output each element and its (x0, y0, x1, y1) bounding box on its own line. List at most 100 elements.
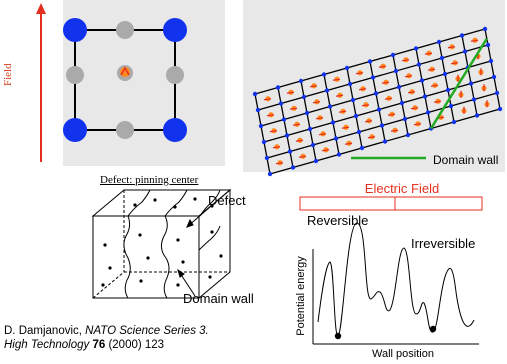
lattice-dipole-arrow (286, 91, 295, 94)
irreversible-ball (429, 325, 437, 333)
lattice-dipole-arrow (401, 59, 410, 62)
lattice-col-line (484, 28, 501, 110)
lattice-dipole-arrow (335, 94, 344, 97)
lattice-node (439, 55, 445, 61)
reversible-label: Reversible (307, 213, 369, 228)
lattice-dipole-arrow (275, 162, 284, 165)
lattice-node (290, 165, 296, 170)
lattice-dipole-arrow (341, 126, 350, 129)
lattice-dipole-arrow (344, 142, 353, 145)
lattice-node (287, 149, 293, 154)
lattice-dipole-arrow (272, 146, 281, 149)
defect-label: Defect (208, 193, 246, 208)
lattice-col-line (438, 41, 455, 123)
corner-atom-tl (63, 18, 87, 42)
lattice-dipole-arrow (378, 65, 387, 68)
wall-position-axis-label: Wall position (372, 348, 434, 360)
lattice-col-line (461, 35, 478, 116)
lattice-dipole-arrow (430, 84, 439, 87)
lattice-dipole-arrow (292, 123, 301, 126)
lattice-dipole-arrow (381, 81, 390, 84)
lattice-node (310, 142, 316, 148)
lattice-dipole-arrow (407, 91, 416, 94)
potential-energy-graph (312, 222, 479, 345)
lattice-node (494, 90, 500, 96)
lattice-node (459, 33, 465, 38)
lattice-node (442, 71, 448, 77)
lattice-node (267, 171, 273, 177)
lattice-dipole-arrow (384, 97, 393, 100)
citation-rest: (2000) 123 (105, 339, 165, 351)
lattice-node (376, 107, 382, 112)
lattice-node (451, 119, 457, 125)
lattice-node (321, 72, 327, 77)
lattice-dipole-arrow (289, 107, 298, 110)
lattice-node (445, 87, 451, 93)
lattice-dipole-arrow (427, 68, 436, 71)
domain-wall-legend-label: Domain wall (433, 153, 499, 167)
lattice-col-line (254, 93, 271, 175)
lattice-node (399, 100, 405, 106)
face-atom-left (66, 66, 84, 84)
domain-block (91, 188, 232, 300)
domain-wall-line (429, 37, 488, 130)
lattice-dipole-arrow (387, 113, 396, 116)
lattice-node (488, 58, 494, 64)
lattice-node (275, 85, 281, 90)
lattice-dipole-arrow (470, 39, 479, 42)
lattice-node (373, 91, 379, 96)
lattice-node (474, 113, 480, 118)
lattice-node (347, 81, 353, 87)
lattice-node (367, 59, 373, 64)
lattice-dipole-arrow (424, 52, 433, 55)
lattice-dipole-arrow (358, 88, 367, 91)
lattice-node (344, 65, 350, 71)
lattice-grid (252, 26, 503, 177)
face-atom-right (166, 66, 184, 84)
face-atom-bottom (116, 121, 134, 139)
lattice-node (413, 46, 419, 51)
electric-field-title: Electric Field (364, 181, 440, 196)
irreversible-label: Irreversible (411, 236, 476, 251)
lattice-dipole-arrow (447, 46, 456, 49)
lattice-node (448, 103, 454, 109)
citation-author: D. Damjanovic, (4, 325, 86, 337)
lattice-col-line (323, 74, 340, 155)
lattice-dipole-arrow (433, 100, 442, 103)
lattice-node (307, 126, 313, 132)
lattice-node (482, 26, 488, 32)
lattice-dipole-arrow (367, 136, 376, 139)
lattice-node (485, 42, 491, 48)
lattice-dipole-arrow (355, 72, 364, 75)
lattice-dipole-arrow (266, 114, 275, 117)
lattice-dipole-arrow (318, 133, 327, 136)
lattice-dipole-arrow (295, 139, 304, 142)
lattice-node (353, 113, 359, 119)
electric-field-bar (299, 196, 483, 211)
lattice-dipole-arrow (309, 85, 318, 88)
lattice-node (336, 152, 342, 157)
lattice-node (396, 84, 402, 90)
lattice-node (255, 107, 261, 113)
unit-cell-panel (63, 0, 225, 166)
lattice-dipole-arrow (332, 78, 341, 81)
lattice-dipole-arrow (338, 110, 347, 113)
potential-energy-axis-label: Potential energy (295, 256, 307, 336)
lattice-node (497, 106, 503, 112)
lattice-node (422, 94, 428, 99)
lattice-node (436, 39, 442, 45)
lattice-node (402, 116, 408, 122)
corner-atom-tr (163, 18, 187, 42)
citation-volume: 76 (92, 339, 106, 351)
lattice-node (468, 81, 474, 86)
lattice-node (284, 133, 290, 138)
lattice-node (313, 158, 319, 164)
lattice-dipole-arrow (263, 98, 272, 101)
lattice-node (327, 104, 333, 109)
lattice-node (370, 75, 376, 80)
lattice-node (333, 136, 339, 141)
lattice-col-line (277, 87, 294, 168)
lattice-dipole-arrow (321, 149, 330, 152)
lattice-node (252, 91, 258, 97)
